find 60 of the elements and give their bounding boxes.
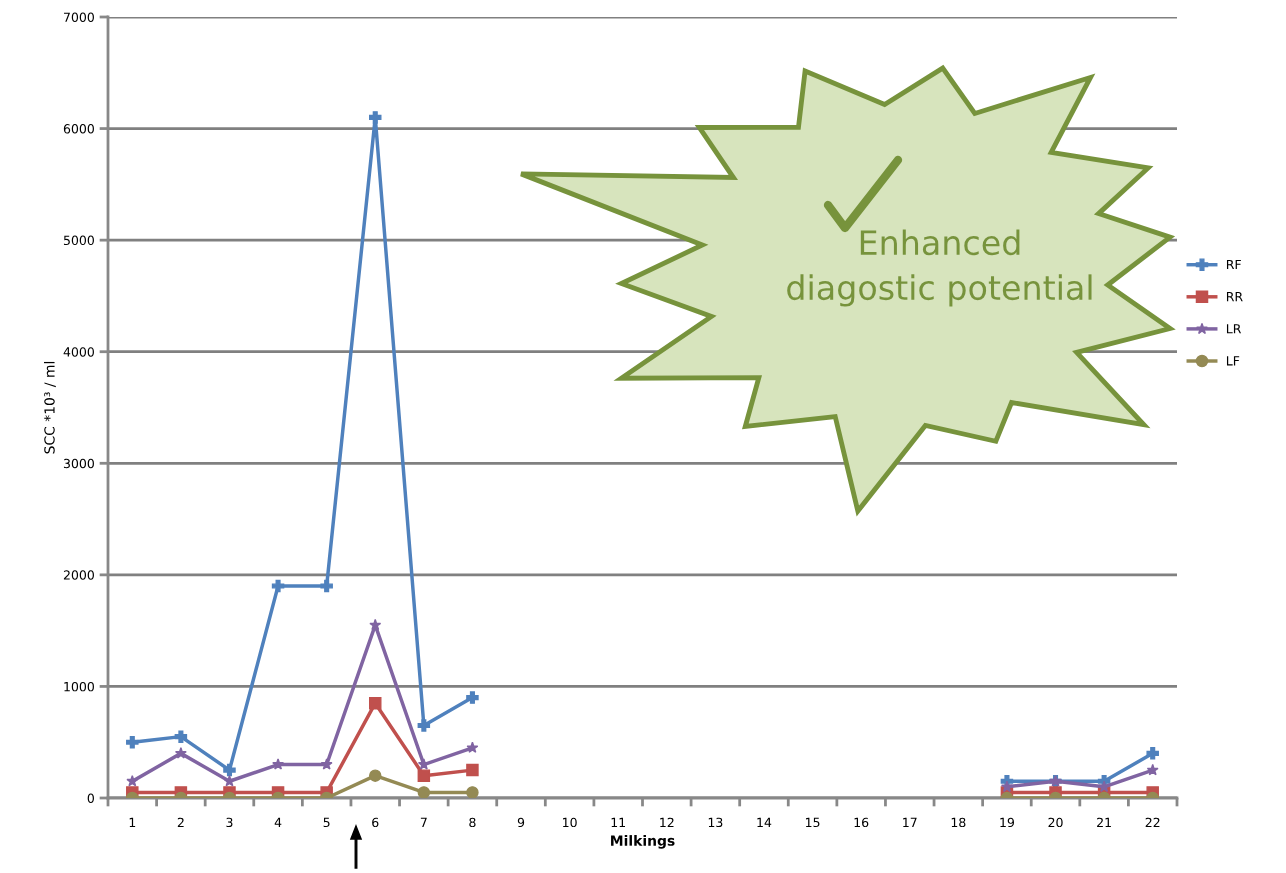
y-tick-label: 6000 <box>63 124 94 134</box>
x-tick-label: 12 <box>660 817 674 827</box>
point <box>272 758 285 770</box>
x-tick-label: 11 <box>611 817 625 827</box>
x-tick-label: 8 <box>469 817 476 828</box>
point <box>417 786 431 798</box>
y-tick-label: 7000 <box>64 12 94 22</box>
x-tick-label: 9 <box>517 817 525 828</box>
y-tick-label: 3000 <box>63 458 94 469</box>
point <box>271 579 285 593</box>
point <box>466 741 479 753</box>
point <box>126 735 139 749</box>
point <box>1000 780 1013 793</box>
point <box>466 763 479 777</box>
x-tick-label: 5 <box>323 817 330 828</box>
x-tick-label: 14 <box>757 817 772 827</box>
y-tick-label: 1000 <box>64 681 94 692</box>
x-tick-label: 7 <box>420 817 427 827</box>
point <box>126 775 139 787</box>
x-tick-label: 6 <box>372 817 379 828</box>
point <box>417 769 431 782</box>
point <box>368 769 382 782</box>
legend-label: LF <box>1226 356 1240 366</box>
x-tick-label: 1 <box>129 817 136 827</box>
point <box>320 579 333 593</box>
legend-label: LR <box>1226 324 1242 334</box>
annotation: Enhanced diagostic potential <box>787 229 1092 307</box>
point <box>417 719 431 732</box>
x-tick-label: 10 <box>563 817 577 828</box>
x-tick-label: 18 <box>951 817 966 828</box>
point <box>1146 763 1159 776</box>
x-tick-label: 22 <box>1145 817 1160 827</box>
point <box>174 730 188 743</box>
x-tick-label: 20 <box>1048 817 1063 828</box>
legend-label: RF <box>1226 259 1241 270</box>
y-tick-label: 0 <box>87 793 94 803</box>
x-tick-label: 4 <box>274 817 282 827</box>
y-tick-label: 2000 <box>63 570 94 580</box>
point <box>174 747 187 759</box>
x-tick-label: 13 <box>708 817 723 828</box>
point <box>368 111 382 124</box>
legend-label: RR <box>1226 292 1243 302</box>
y-tick-label: 5000 <box>63 235 94 246</box>
point <box>368 696 382 710</box>
point <box>223 763 236 777</box>
x-tick-label: 3 <box>226 817 233 828</box>
point <box>466 786 479 798</box>
y-tick-label: 4000 <box>63 347 94 357</box>
x-tick-label: 15 <box>805 817 820 828</box>
x-tick-label: 16 <box>854 817 869 828</box>
point <box>320 758 333 770</box>
x-tick-label: 17 <box>903 817 917 827</box>
x-tick-label: 21 <box>1097 817 1111 827</box>
x-axis-title: Milkings <box>611 835 675 849</box>
point <box>1146 747 1159 760</box>
point <box>369 618 382 631</box>
point <box>466 691 479 704</box>
x-tick-label: 2 <box>177 817 184 827</box>
x-tick-label: 19 <box>1000 817 1015 828</box>
y-axis-title: SCC *10³ / ml <box>44 361 56 454</box>
